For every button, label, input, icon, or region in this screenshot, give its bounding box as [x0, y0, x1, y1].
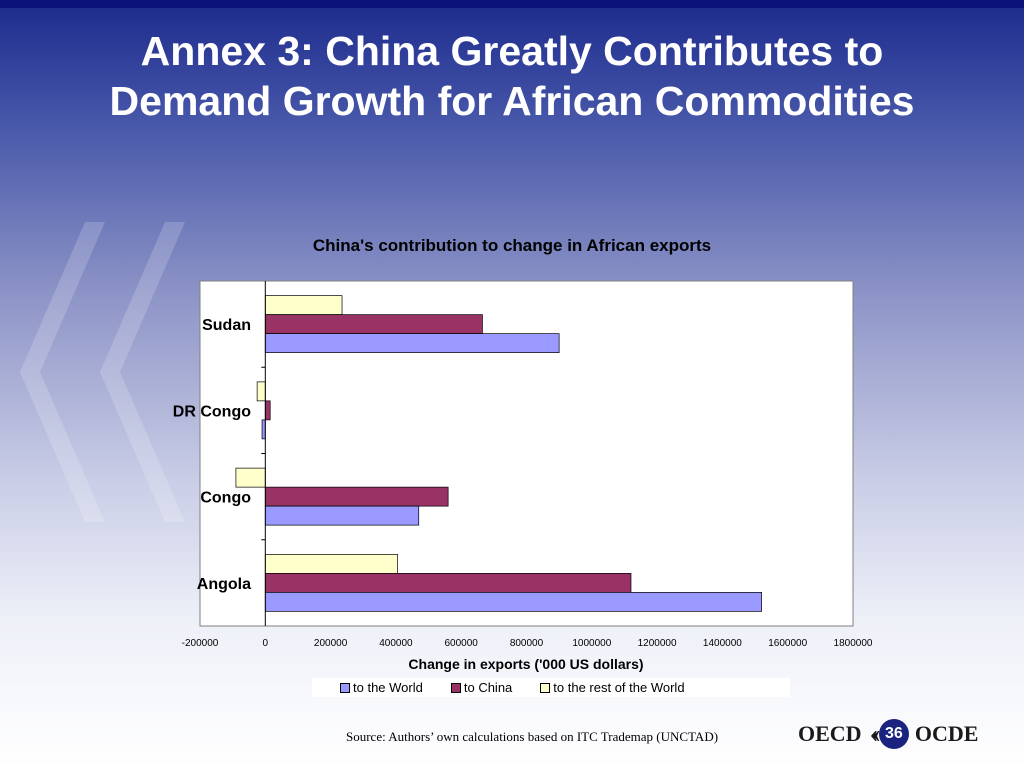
x-tick-label: 400000 [379, 638, 413, 649]
top-strip [0, 0, 1024, 8]
logo-text-oecd: OECD [798, 721, 862, 746]
bar-angola-series-2 [264, 554, 398, 574]
slide-title-line-1: Annex 3: China Greatly Contributes to [140, 28, 884, 74]
x-tick-label: 1200000 [638, 638, 677, 649]
bar-sudan-series-2 [264, 295, 343, 315]
bar-dr-congo-series-2 [256, 381, 266, 402]
category-label-angola: Angola [197, 576, 251, 593]
x-tick-label: 1000000 [572, 638, 611, 649]
legend-label-china: to China [463, 680, 513, 695]
category-label-sudan: Sudan [202, 317, 251, 334]
legend-swatch-rest [540, 682, 551, 693]
logo-text-ocde: OCDE [914, 721, 979, 746]
slide-title: Annex 3: China Greatly Contributes to De… [0, 26, 1024, 126]
oecd-chevron-icon: ‹‹ [869, 719, 882, 748]
x-tick-label: 1600000 [768, 638, 807, 649]
x-tick-label: -200000 [182, 638, 219, 649]
legend-label-world: to the World [353, 680, 423, 695]
chart-legend: to the World to China to the rest of the… [312, 678, 790, 697]
legend-item-world: to the World [340, 680, 423, 695]
x-tick-label: 1800000 [834, 638, 873, 649]
x-tick-label: 200000 [314, 638, 348, 649]
bar-angola-series-1 [264, 573, 632, 593]
chart-title: China's contribution to change in Africa… [312, 236, 712, 255]
category-label-dr-congo: DR Congo [173, 403, 251, 420]
category-label-congo: Congo [200, 490, 251, 507]
bar-congo-series-1 [264, 486, 449, 507]
bar-sudan-series-0 [264, 333, 560, 353]
bar-sudan-series-1 [264, 314, 483, 334]
bar-congo-series-0 [264, 505, 420, 526]
legend-swatch-china [450, 682, 461, 693]
x-axis-label: Change in exports ('000 US dollars) [408, 656, 643, 672]
legend-swatch-world [340, 682, 350, 693]
bar-angola-series-0 [264, 592, 762, 612]
legend-item-china: to China [450, 680, 513, 695]
x-tick-label: 1400000 [703, 638, 742, 649]
x-tick-label: 0 [263, 638, 269, 649]
legend-item-rest: to the rest of the World [540, 680, 685, 695]
oecd-chevron-watermark-icon [20, 222, 185, 522]
bar-dr-congo-series-1 [264, 400, 271, 421]
bar-congo-series-2 [235, 467, 266, 488]
page-number-badge: 36 [878, 719, 909, 749]
source-note: Source: Authors’ own calculations based … [346, 729, 719, 744]
oecd-logo: OECD ‹‹ 36 OCDE [798, 714, 1008, 754]
slide-title-line-2: Demand Growth for African Commodities [109, 78, 915, 124]
x-tick-label: 800000 [510, 638, 544, 649]
x-tick-label: 600000 [445, 638, 479, 649]
legend-label-rest: to the rest of the World [553, 680, 685, 695]
